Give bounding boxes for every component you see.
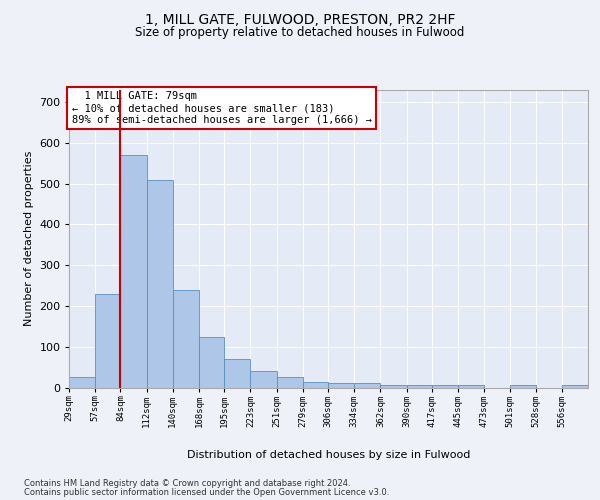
Bar bbox=[224, 359, 250, 388]
Text: Distribution of detached houses by size in Fulwood: Distribution of detached houses by size … bbox=[187, 450, 470, 460]
Bar bbox=[303, 382, 328, 388]
Bar bbox=[562, 386, 588, 388]
Text: Contains public sector information licensed under the Open Government Licence v3: Contains public sector information licen… bbox=[24, 488, 389, 497]
Bar bbox=[380, 386, 407, 388]
Bar bbox=[173, 290, 199, 388]
Bar bbox=[458, 386, 484, 388]
Bar bbox=[328, 384, 354, 388]
Text: 1, MILL GATE, FULWOOD, PRESTON, PR2 2HF: 1, MILL GATE, FULWOOD, PRESTON, PR2 2HF bbox=[145, 12, 455, 26]
Text: Size of property relative to detached houses in Fulwood: Size of property relative to detached ho… bbox=[136, 26, 464, 39]
Bar bbox=[95, 294, 121, 388]
Bar bbox=[69, 377, 95, 388]
Text: 1 MILL GATE: 79sqm
← 10% of detached houses are smaller (183)
89% of semi-detach: 1 MILL GATE: 79sqm ← 10% of detached hou… bbox=[71, 92, 371, 124]
Bar bbox=[146, 180, 173, 388]
Bar bbox=[432, 385, 458, 388]
Text: Contains HM Land Registry data © Crown copyright and database right 2024.: Contains HM Land Registry data © Crown c… bbox=[24, 479, 350, 488]
Bar bbox=[121, 155, 146, 388]
Bar bbox=[407, 386, 432, 388]
Bar bbox=[250, 371, 277, 388]
Bar bbox=[199, 338, 224, 388]
Bar bbox=[511, 386, 536, 388]
Y-axis label: Number of detached properties: Number of detached properties bbox=[24, 151, 34, 326]
Bar bbox=[277, 377, 303, 388]
Bar bbox=[354, 384, 380, 388]
